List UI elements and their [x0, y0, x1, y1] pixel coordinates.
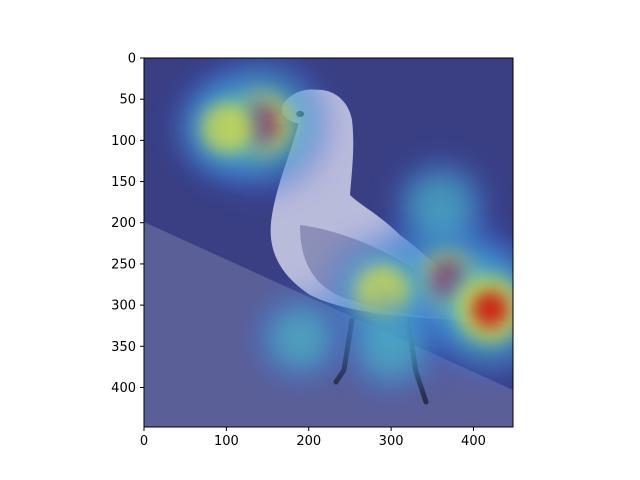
heat-spot-head-left: [174, 76, 279, 180]
heat-spot-legs-left: [256, 293, 345, 383]
x-tick-label: 400: [461, 434, 486, 449]
y-tick-label: 400: [111, 381, 136, 396]
y-tick-label: 50: [119, 93, 136, 108]
y-tick-label: 0: [128, 52, 136, 67]
x-tick-label: 300: [379, 434, 404, 449]
x-tick-label: 100: [214, 434, 239, 449]
heat-spot-legs: [344, 300, 438, 393]
y-tick-label: 250: [111, 257, 136, 272]
heat-spot-back: [394, 160, 487, 253]
y-tick-label: 300: [111, 299, 136, 314]
plot-frame: [143, 57, 514, 428]
x-tick-label: 0: [140, 434, 148, 449]
y-tick-label: 200: [111, 216, 136, 231]
heat-spot-tail: [421, 240, 513, 379]
y-tick-label: 150: [111, 175, 136, 190]
x-tick-label: 200: [296, 434, 321, 449]
x-axis: 0 100 200 300 400: [140, 427, 486, 449]
y-tick-label: 100: [111, 134, 136, 149]
heatmap-overlay: [174, 58, 513, 393]
plot-area: [144, 58, 513, 427]
y-axis: 0 50 100 150 200 250 300 350 400: [111, 52, 144, 396]
y-tick-label: 350: [111, 340, 136, 355]
